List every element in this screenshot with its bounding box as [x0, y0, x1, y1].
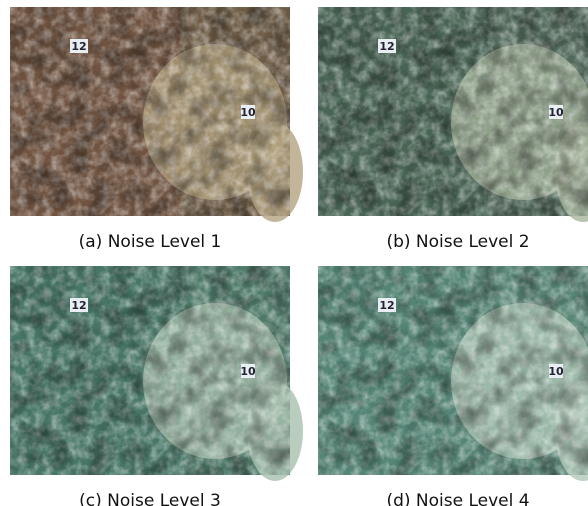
image-panel: 12 10 [10, 7, 303, 222]
marker-tag-label: 10 [240, 365, 256, 378]
marker-tag-label: 12 [379, 40, 394, 53]
marker-tag-label: 10 [548, 365, 564, 378]
marker-tag-label: 12 [71, 299, 86, 312]
marker-tag-label: 10 [548, 106, 564, 119]
image-panel: 12 10 [318, 266, 588, 481]
image-panel: 12 10 [318, 7, 588, 222]
figure: 12 10 (a) Noise Level 1 12 10 (b) Noise Level… [0, 0, 588, 506]
caption: (d) Noise Level 4 [386, 491, 529, 506]
marker-tag-label: 12 [379, 299, 394, 312]
caption: (a) Noise Level 1 [79, 232, 222, 252]
caption: (b) Noise Level 2 [386, 232, 529, 252]
marker-tag-label: 12 [71, 40, 86, 53]
caption: (c) Noise Level 3 [79, 491, 221, 506]
image-panel: 12 10 [10, 266, 303, 481]
marker-tag-label: 10 [240, 106, 256, 119]
